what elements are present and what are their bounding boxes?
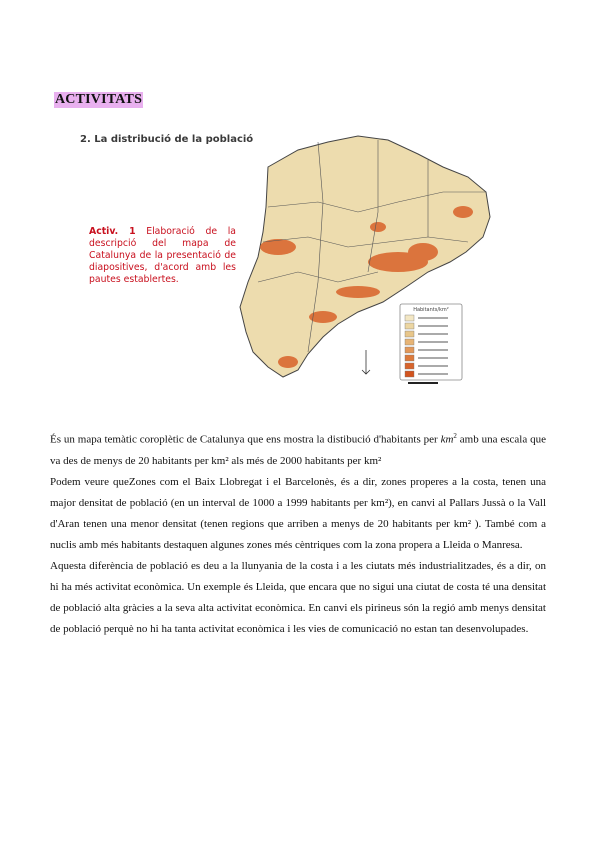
high-density-areas (260, 206, 473, 368)
description-text: És un mapa temàtic coroplètic de Catalun… (50, 426, 546, 640)
legend-label (418, 317, 448, 319)
legend-label (418, 365, 448, 367)
north-arrow-icon (361, 350, 371, 375)
legend-title: Habitants/km² (413, 307, 449, 313)
legend-swatch (404, 370, 415, 378)
legend-swatch (404, 330, 415, 338)
unit-exponent: 2 (453, 432, 457, 440)
paragraph-3: Aquesta diferència de població es deu a … (50, 559, 546, 635)
activity-instruction: Activ. 1 Elaboració de la descripció del… (89, 226, 236, 286)
catalonia-land (239, 135, 491, 378)
legend-swatch (404, 346, 415, 354)
catalonia-density-map: Habitants/km² (239, 135, 491, 384)
legend-swatch (404, 338, 415, 346)
legend-swatch (404, 354, 415, 362)
legend-label (418, 341, 448, 343)
p1-text-end: amb una escala que va des de menys de 20… (50, 433, 546, 467)
legend-label (418, 349, 448, 351)
p1-text: És un mapa temàtic coroplètic de Catalun… (50, 433, 441, 446)
map-legend: Habitants/km² (399, 303, 463, 381)
page-heading: ACTIVITATS (54, 92, 144, 108)
legend-label (418, 373, 448, 375)
paragraph-1: És un mapa temàtic coroplètic de Catalun… (50, 426, 546, 472)
region-borders (257, 140, 486, 353)
paragraph-2: Podem veure queZones com el Baix Llobreg… (50, 475, 546, 551)
legend-label (418, 357, 448, 359)
legend-swatch (404, 314, 415, 322)
legend-swatch (404, 362, 415, 370)
figure-subtitle: 2. La distribució de la població (80, 134, 254, 145)
legend-label (418, 333, 448, 335)
legend-label (418, 325, 448, 327)
activity-text: Elaboració de la descripció del mapa de … (89, 226, 236, 285)
legend-swatch (404, 322, 415, 330)
unit-km: km (440, 433, 454, 446)
scale-bar (408, 382, 438, 384)
activity-label: Activ. 1 (89, 226, 136, 237)
